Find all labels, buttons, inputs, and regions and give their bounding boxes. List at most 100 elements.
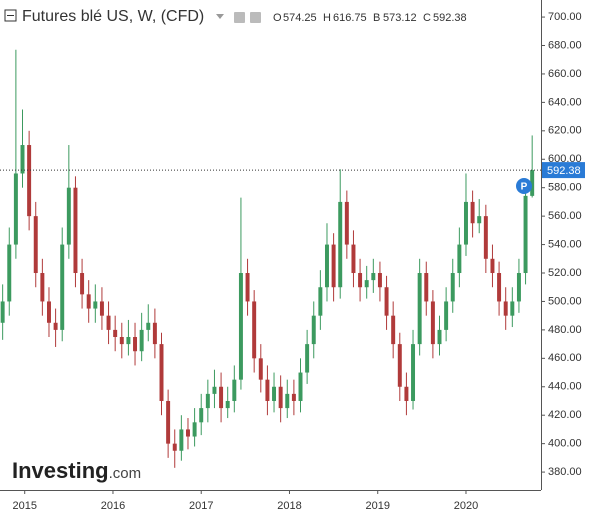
x-tick-label: 2018 — [277, 500, 301, 512]
candle-body — [258, 358, 263, 380]
candle-body — [510, 301, 515, 316]
y-tick-label: 520.00 — [548, 267, 582, 279]
chart-title: Futures blé US, W, (CFD) — [22, 8, 204, 25]
candle-body — [33, 216, 38, 274]
last-price-tag — [542, 162, 585, 179]
candle-body — [463, 201, 468, 245]
candle-body — [212, 386, 217, 394]
candle-body — [139, 329, 144, 352]
candle-body — [530, 170, 535, 196]
y-tick-label: 480.00 — [548, 324, 582, 336]
candle-body — [404, 386, 409, 401]
candle-body — [424, 273, 429, 302]
x-tick-label: 2015 — [12, 500, 36, 512]
candle-body — [497, 273, 502, 302]
candle-body — [311, 315, 316, 345]
candle-body — [272, 386, 277, 401]
y-tick-label: 500.00 — [548, 295, 582, 307]
candle-body — [152, 322, 157, 345]
candle-body — [338, 201, 343, 288]
candle-body — [265, 379, 270, 401]
candle-body — [391, 315, 396, 345]
candle-body — [278, 386, 283, 409]
candle-body — [13, 173, 18, 245]
candle-body — [305, 344, 310, 373]
watermark: Investing.com — [12, 458, 141, 483]
candle-body — [7, 244, 12, 302]
candle-body — [199, 408, 204, 423]
x-tick-label: 2020 — [454, 500, 478, 512]
ohlc-label: C — [423, 12, 431, 24]
candle-body — [490, 258, 495, 274]
candle-body — [73, 187, 78, 274]
y-tick-label: 460.00 — [548, 352, 582, 364]
ohlc-value: 574.25 — [283, 12, 317, 24]
candle-body — [411, 344, 416, 401]
last-price-label: 592.38 — [547, 165, 581, 177]
candle-body — [430, 301, 435, 345]
candle-body — [331, 244, 336, 288]
candle-body — [444, 301, 449, 330]
candle-body — [46, 301, 51, 323]
candle-body — [377, 273, 382, 288]
y-tick-label: 380.00 — [548, 466, 582, 478]
candle-body — [291, 393, 296, 401]
ohlc-label: H — [323, 12, 331, 24]
settings-icon — [234, 12, 245, 23]
candle-body — [0, 301, 5, 323]
collapse-icon — [4, 9, 17, 22]
ohlc-value: 592.38 — [433, 12, 467, 24]
settings-icon — [250, 12, 261, 23]
candle-body — [470, 201, 475, 224]
candle-body — [318, 287, 323, 316]
candle-body — [106, 315, 111, 330]
candle-body — [344, 201, 349, 245]
y-tick-label: 700.00 — [548, 11, 582, 23]
candle-body — [298, 372, 303, 401]
candle-body — [397, 344, 402, 387]
ohlc-value: 573.12 — [383, 12, 417, 24]
badge — [516, 178, 532, 194]
candle-body — [417, 273, 422, 345]
candle-body — [53, 322, 58, 330]
candle-body — [113, 329, 118, 337]
candle-body — [252, 301, 257, 359]
watermark-brand: Investing — [12, 458, 109, 483]
candle-body — [99, 301, 104, 316]
dropdown-arrow — [216, 14, 224, 19]
candle-body — [179, 429, 184, 451]
y-tick-label: 540.00 — [548, 238, 582, 250]
candle-body — [159, 344, 164, 401]
candle-body — [126, 336, 131, 345]
candle-body — [225, 400, 230, 409]
y-tick-label: 560.00 — [548, 210, 582, 222]
y-tick-label: 440.00 — [548, 381, 582, 393]
candle-body — [66, 187, 71, 245]
y-tick-label: 400.00 — [548, 438, 582, 450]
candle-body — [437, 329, 442, 345]
candle-body — [20, 145, 25, 174]
candle-body — [523, 195, 528, 274]
candle-body — [384, 287, 389, 316]
x-tick-label: 2019 — [365, 500, 389, 512]
y-tick-label: 680.00 — [548, 39, 582, 51]
candle-body — [351, 244, 356, 274]
candle-body — [450, 273, 455, 302]
candle-body — [86, 294, 91, 309]
ohlc-label: O — [273, 12, 282, 24]
candle-body — [516, 273, 521, 302]
ohlc-value: 616.75 — [333, 12, 367, 24]
candle-body — [185, 429, 190, 437]
candle-body — [324, 244, 329, 288]
x-tick-label: 2017 — [189, 500, 213, 512]
candle-body — [285, 393, 290, 409]
candle-body — [133, 336, 138, 352]
candle-body — [172, 443, 177, 451]
badge-label: P — [521, 182, 528, 193]
x-tick-label: 2016 — [101, 500, 125, 512]
candle-body — [80, 273, 85, 295]
y-tick-label: 620.00 — [548, 125, 582, 137]
candle-body — [219, 386, 224, 409]
